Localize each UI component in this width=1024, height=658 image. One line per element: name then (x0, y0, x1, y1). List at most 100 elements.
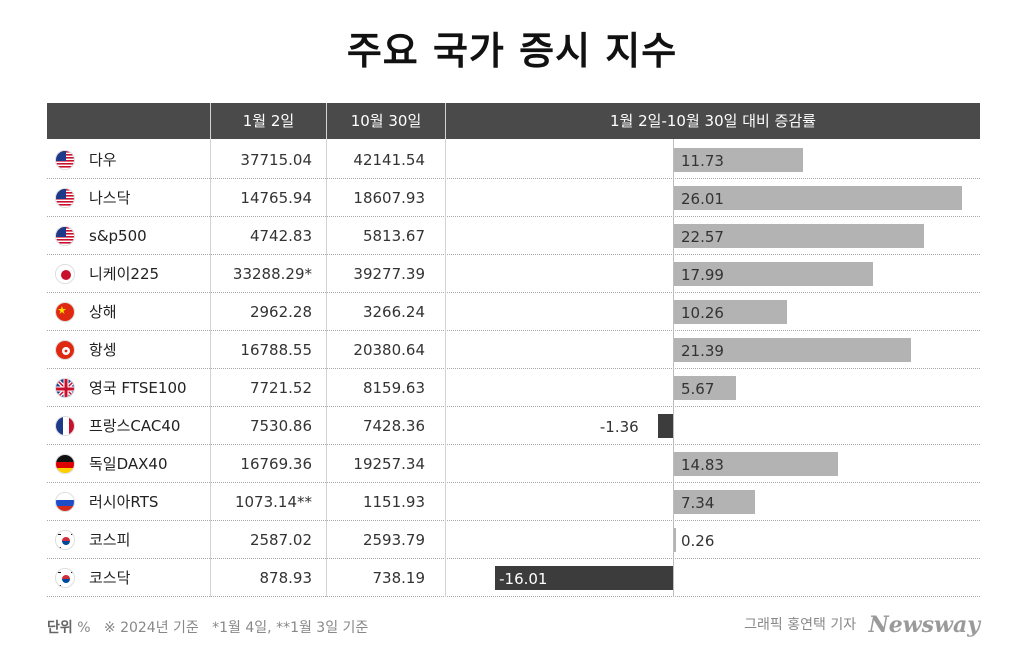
table-row: 다우 37715.04 42141.54 11.73 (47, 141, 980, 179)
change-bar (673, 300, 787, 324)
table-row: 독일DAX40 16769.36 19257.34 14.83 (47, 445, 980, 483)
table-row: s&p500 4742.83 5813.67 22.57 (47, 217, 980, 255)
footer-credit: 그래픽 홍연택 기자 Newsway (744, 612, 980, 638)
footer-note: 단위 % ※ 2024년 기준 *1월 4일, **1월 3일 기준 (47, 617, 368, 637)
change-bar (673, 224, 924, 248)
country-name: 영국 FTSE100 (89, 379, 187, 397)
change-bar (673, 376, 736, 400)
value-oct30: 5813.67 (362, 227, 425, 245)
change-bar (673, 338, 911, 362)
change-label: -1.36 (599, 418, 639, 436)
us-flag-icon (55, 226, 75, 246)
country-name: 독일DAX40 (89, 455, 168, 473)
value-jan2: 1073.14** (234, 493, 312, 511)
value-oct30: 738.19 (372, 569, 426, 587)
value-jan2: 14765.94 (240, 189, 312, 207)
change-label: 10.26 (681, 304, 724, 322)
change-bar (673, 490, 755, 514)
change-bar (673, 148, 804, 172)
country-name: s&p500 (89, 227, 147, 245)
table-row: 상해 2962.28 3266.24 10.26 (47, 293, 980, 331)
column-divider (445, 103, 446, 597)
country-name: 니케이225 (89, 265, 160, 283)
change-label: 7.34 (681, 494, 715, 512)
change-label: 0.26 (681, 532, 715, 550)
credit-text: 그래픽 홍연택 기자 (744, 617, 857, 633)
column-divider (326, 103, 327, 597)
change-label: 11.73 (681, 152, 724, 170)
kr-flag-icon (55, 568, 75, 588)
change-label: 14.83 (681, 456, 724, 474)
change-bar (673, 452, 838, 476)
cn-flag-icon (55, 302, 75, 322)
value-oct30: 18607.93 (353, 189, 425, 207)
change-bar (673, 262, 873, 286)
value-jan2: 7721.52 (249, 379, 312, 397)
column-divider (210, 103, 211, 597)
chart-title: 주요 국가 증시 지수 (346, 29, 678, 73)
table-row: 코스피 2587.02 2593.79 0.26 (47, 521, 980, 559)
change-label: -16.01 (499, 570, 548, 588)
value-jan2: 37715.04 (240, 151, 312, 169)
value-oct30: 7428.36 (362, 417, 425, 435)
table-row: 프랑스CAC40 7530.86 7428.36 -1.36 (47, 407, 980, 445)
us-flag-icon (55, 188, 75, 208)
value-jan2: 2962.28 (249, 303, 312, 321)
change-bar (673, 186, 962, 210)
country-name: 항셍 (89, 341, 117, 359)
kr-flag-icon (55, 530, 75, 550)
ru-flag-icon (55, 492, 75, 512)
newsway-logo: Newsway (868, 612, 980, 638)
header-jan2: 1월 2일 (242, 112, 295, 130)
country-name: 코스닥 (89, 569, 131, 587)
value-oct30: 2593.79 (362, 531, 425, 549)
header-change: 1월 2일-10월 30일 대비 증감률 (610, 112, 816, 130)
value-oct30: 20380.64 (353, 341, 425, 359)
country-name: 코스피 (89, 531, 131, 549)
jp-flag-icon (55, 264, 75, 284)
change-label: 22.57 (681, 228, 724, 246)
zero-axis-line (673, 139, 674, 597)
change-label: 5.67 (681, 380, 715, 398)
change-bar (495, 566, 673, 590)
country-name: 러시아RTS (89, 493, 159, 511)
value-oct30: 42141.54 (353, 151, 425, 169)
table-row: 항셍 16788.55 20380.64 21.39 (47, 331, 980, 369)
table-row: 영국 FTSE100 7721.52 8159.63 5.67 (47, 369, 980, 407)
hk-flag-icon (55, 340, 75, 360)
fr-flag-icon (55, 416, 75, 436)
table-row: 러시아RTS 1073.14** 1151.93 7.34 (47, 483, 980, 521)
change-label: 17.99 (681, 266, 724, 284)
us-flag-icon (55, 150, 75, 170)
unit-label: 단위 (47, 620, 73, 636)
value-jan2: 7530.86 (249, 417, 312, 435)
value-jan2: 4742.83 (249, 227, 312, 245)
table-header: 1월 2일 10월 30일 1월 2일-10월 30일 대비 증감률 (47, 103, 980, 139)
country-name: 프랑스CAC40 (89, 417, 181, 435)
country-name: 나스닥 (89, 189, 131, 207)
country-name: 다우 (89, 151, 117, 169)
value-oct30: 19257.34 (353, 455, 425, 473)
table-row: 니케이225 33288.29* 39277.39 17.99 (47, 255, 980, 293)
change-bar (673, 528, 676, 552)
change-bar (657, 414, 673, 438)
change-label: 26.01 (681, 190, 724, 208)
value-jan2: 878.93 (259, 569, 313, 587)
header-oct30: 10월 30일 (350, 112, 422, 130)
table-row: 나스닥 14765.94 18607.93 26.01 (47, 179, 980, 217)
value-jan2: 16769.36 (240, 455, 312, 473)
value-oct30: 3266.24 (362, 303, 425, 321)
de-flag-icon (55, 454, 75, 474)
unit-value: % (77, 620, 91, 636)
value-jan2: 2587.02 (249, 531, 312, 549)
value-jan2: 16788.55 (240, 341, 312, 359)
note-text: ※ 2024년 기준 *1월 4일, **1월 3일 기준 (103, 620, 369, 636)
table-row: 코스닥 878.93 738.19 -16.01 (47, 559, 980, 597)
change-label: 21.39 (681, 342, 724, 360)
value-oct30: 1151.93 (362, 493, 425, 511)
country-name: 상해 (89, 303, 117, 321)
value-jan2: 33288.29* (232, 265, 312, 283)
value-oct30: 8159.63 (362, 379, 425, 397)
value-oct30: 39277.39 (353, 265, 425, 283)
uk-flag-icon (55, 378, 75, 398)
